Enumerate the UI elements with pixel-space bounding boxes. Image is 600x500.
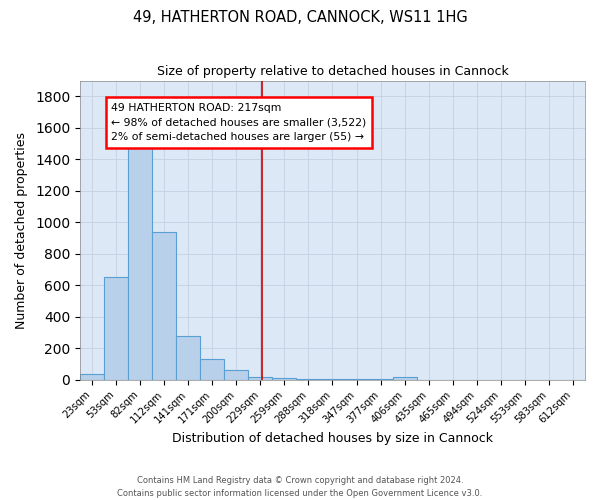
X-axis label: Distribution of detached houses by size in Cannock: Distribution of detached houses by size … (172, 432, 493, 445)
Bar (80, 374, 104, 380)
Y-axis label: Number of detached properties: Number of detached properties (15, 132, 28, 328)
Bar (224, 370, 248, 380)
Bar (200, 359, 224, 380)
Title: Size of property relative to detached houses in Cannock: Size of property relative to detached ho… (157, 65, 508, 78)
Text: 49, HATHERTON ROAD, CANNOCK, WS11 1HG: 49, HATHERTON ROAD, CANNOCK, WS11 1HG (133, 10, 467, 25)
Bar (368, 379, 392, 380)
Text: Contains HM Land Registry data © Crown copyright and database right 2024.
Contai: Contains HM Land Registry data © Crown c… (118, 476, 482, 498)
Bar (176, 336, 200, 380)
Bar (152, 232, 176, 380)
Bar (344, 379, 368, 380)
Bar (104, 278, 128, 380)
Bar (296, 379, 320, 380)
Bar (392, 378, 416, 380)
Text: 49 HATHERTON ROAD: 217sqm
← 98% of detached houses are smaller (3,522)
2% of sem: 49 HATHERTON ROAD: 217sqm ← 98% of detac… (111, 102, 367, 142)
Bar (272, 378, 296, 380)
Bar (248, 376, 272, 380)
Bar (128, 148, 152, 380)
Bar (320, 379, 344, 380)
